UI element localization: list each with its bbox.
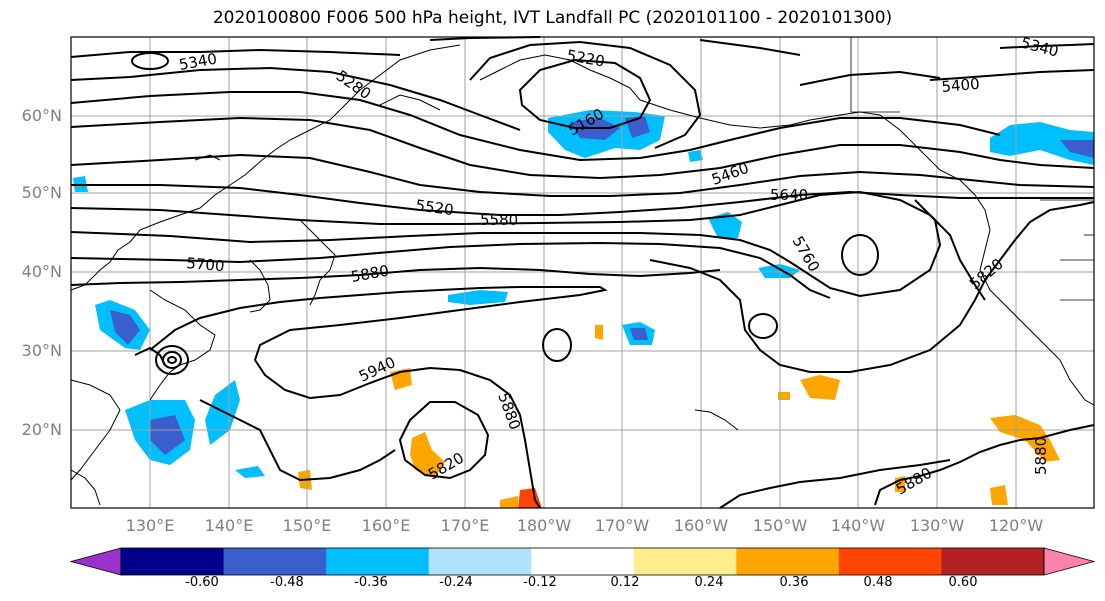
lon-label: 150°E bbox=[283, 516, 332, 535]
colorbar-segment bbox=[121, 548, 225, 575]
lon-label: 170°E bbox=[441, 516, 490, 535]
colorbar-tick-label: 0.48 bbox=[864, 575, 893, 590]
lat-label: 20°N bbox=[22, 420, 62, 439]
colorbar-tick-label: 0.36 bbox=[780, 575, 809, 590]
colorbar-segment bbox=[326, 548, 430, 575]
longitude-labels: 130°E 140°E 150°E 160°E 170°E 180°W 170°… bbox=[126, 516, 1044, 535]
colorbar-extend-high bbox=[1043, 547, 1096, 576]
colorbar-segment bbox=[633, 548, 737, 575]
colorbar bbox=[69, 547, 1096, 576]
lat-label: 40°N bbox=[22, 262, 62, 281]
contour-label: 5640 bbox=[770, 186, 808, 204]
lat-label: 30°N bbox=[22, 341, 62, 360]
contour-label: 5400 bbox=[941, 75, 981, 96]
latitude-labels: 60°N 50°N 40°N 30°N 20°N bbox=[22, 106, 62, 439]
colorbar-tick-label: -0.48 bbox=[270, 575, 304, 590]
colorbar-segment bbox=[428, 548, 532, 575]
lon-label: 170°W bbox=[595, 516, 650, 535]
contour-label: 5520 bbox=[414, 196, 454, 219]
lon-label: 130°W bbox=[910, 516, 965, 535]
contour-label: 5580 bbox=[480, 211, 518, 229]
colorbar-segment bbox=[736, 548, 840, 575]
lon-label: 160°E bbox=[362, 516, 411, 535]
lon-label: 140°E bbox=[205, 516, 254, 535]
map-title: 2020100800 F006 500 hPa height, IVT Land… bbox=[212, 8, 893, 28]
height-contours bbox=[70, 36, 1095, 509]
colorbar-tick-label: -0.60 bbox=[185, 575, 219, 590]
colorbar-segment bbox=[223, 548, 327, 575]
colorbar-tick-label: 0.24 bbox=[695, 575, 724, 590]
lon-label: 130°E bbox=[126, 516, 175, 535]
lon-label: 160°W bbox=[674, 516, 729, 535]
colorbar-tick-label: -0.36 bbox=[354, 575, 388, 590]
plot-frame bbox=[70, 36, 1095, 509]
contour-label: 5700 bbox=[186, 254, 226, 275]
lon-label: 180°W bbox=[517, 516, 572, 535]
colorbar-extend-low bbox=[69, 547, 122, 576]
colorbar-tick-label: -0.24 bbox=[439, 575, 473, 590]
colorbar-tick-label: 0.12 bbox=[611, 575, 640, 590]
lat-label: 60°N bbox=[22, 106, 62, 125]
colorbar-tick-label: 0.60 bbox=[949, 575, 978, 590]
lon-label: 120°W bbox=[989, 516, 1044, 535]
graticule bbox=[71, 37, 1094, 508]
lon-label: 150°W bbox=[753, 516, 808, 535]
colorbar-labels: -0.60 -0.48 -0.36 -0.24 -0.12 0.12 0.24 … bbox=[185, 575, 977, 590]
colorbar-frame bbox=[120, 547, 1045, 576]
colorbar-segment bbox=[838, 548, 942, 575]
contour-label: 5880 bbox=[1032, 437, 1050, 475]
lon-label: 140°W bbox=[831, 516, 886, 535]
lat-label: 50°N bbox=[22, 183, 62, 202]
colorbar-segment bbox=[531, 548, 635, 575]
colorbar-tick-label: -0.12 bbox=[523, 575, 557, 590]
colorbar-segment bbox=[941, 548, 1045, 575]
